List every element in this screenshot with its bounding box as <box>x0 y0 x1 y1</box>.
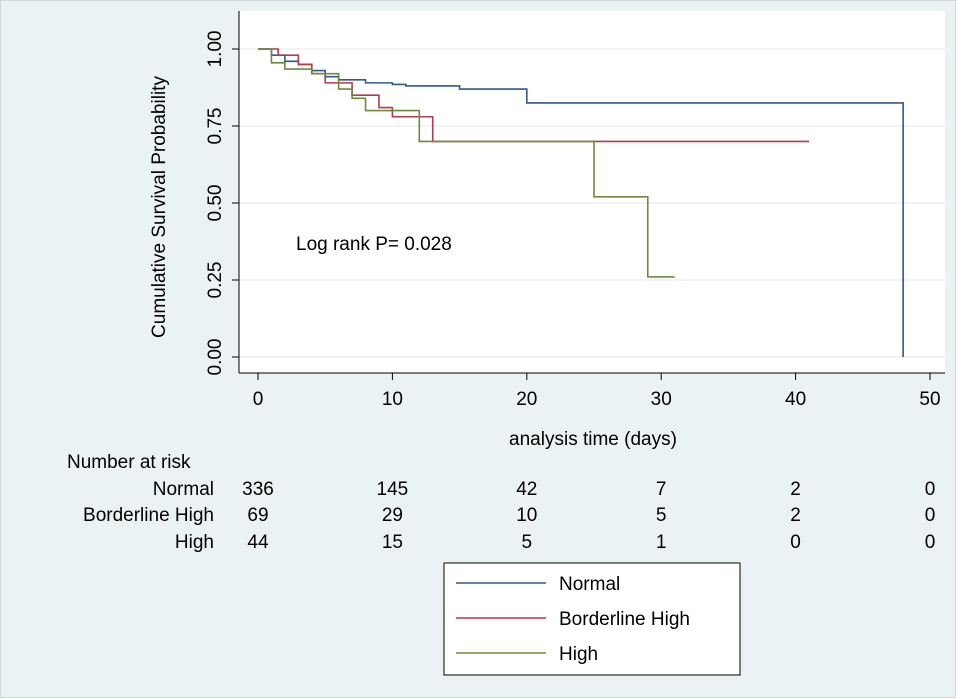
x-tick-label: 10 <box>382 389 403 410</box>
legend-label-normal: Normal <box>559 574 620 595</box>
x-tick-label: 50 <box>919 389 940 410</box>
x-tick-label: 40 <box>785 389 806 410</box>
risk-value: 42 <box>516 479 537 500</box>
x-tick-label: 20 <box>516 389 537 410</box>
legend-label-high: High <box>559 644 598 665</box>
y-axis-label: Cumulative Survival Probability <box>149 76 170 338</box>
risk-value: 10 <box>516 505 537 526</box>
risk-value: 0 <box>790 532 801 553</box>
y-tick-label: 1.00 <box>205 31 226 68</box>
risk-value: 5 <box>656 505 667 526</box>
risk-table-title: Number at risk <box>67 452 191 473</box>
risk-value: 0 <box>925 505 936 526</box>
gridlines <box>239 48 945 358</box>
risk-row-label: Borderline High <box>83 505 214 526</box>
x-axis-label: analysis time (days) <box>509 429 677 450</box>
risk-value: 29 <box>382 505 403 526</box>
risk-value: 0 <box>925 479 936 500</box>
risk-value: 5 <box>522 532 533 553</box>
risk-value: 7 <box>656 479 667 500</box>
x-ticks: 0 10 20 30 40 50 <box>253 373 941 410</box>
y-tick-label: 0.75 <box>205 108 226 145</box>
legend-box <box>443 562 741 676</box>
risk-value: 0 <box>925 532 936 553</box>
y-ticks: 0.00 0.25 0.50 0.75 1.00 <box>205 31 239 376</box>
risk-value: 2 <box>790 479 801 500</box>
y-tick-label: 0.00 <box>205 339 226 376</box>
plot-area <box>239 11 945 373</box>
series-line-high <box>258 48 675 278</box>
log-rank-annotation: Log rank P= 0.028 <box>296 234 452 255</box>
x-tick-label: 30 <box>651 389 672 410</box>
series-lines <box>258 48 904 357</box>
y-tick-label: 0.25 <box>205 262 226 299</box>
legend: Normal Borderline High High <box>456 574 690 665</box>
legend-label-borderline-high: Borderline High <box>559 609 690 630</box>
risk-value: 69 <box>247 505 268 526</box>
y-tick-label: 0.50 <box>205 185 226 222</box>
risk-value: 2 <box>790 505 801 526</box>
risk-value: 15 <box>382 532 403 553</box>
risk-row-label: High <box>175 532 214 553</box>
risk-value: 145 <box>377 479 409 500</box>
risk-value: 336 <box>242 479 274 500</box>
x-tick-label: 0 <box>253 389 264 410</box>
risk-row-label: Normal <box>153 479 214 500</box>
risk-value: 44 <box>247 532 269 553</box>
risk-value: 1 <box>656 532 667 553</box>
